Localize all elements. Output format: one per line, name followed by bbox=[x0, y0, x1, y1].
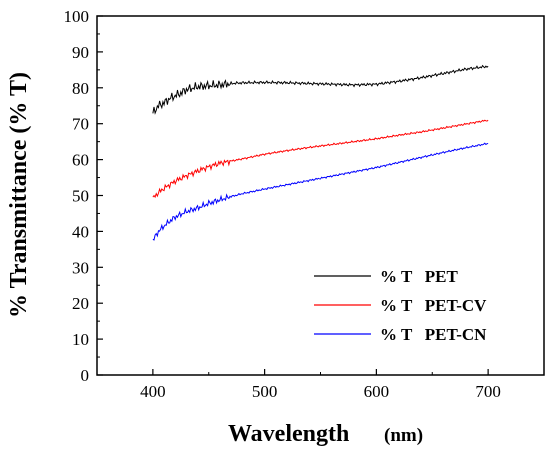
series-line-2 bbox=[152, 142, 489, 241]
y-tick-label-4: 40 bbox=[72, 222, 89, 241]
x-axis-ticks: 400 500 600 700 bbox=[96, 369, 545, 401]
x-axis-unit: (nm) bbox=[384, 425, 423, 446]
y-tick-label-6: 60 bbox=[72, 151, 89, 170]
x-tick-label-1: 500 bbox=[252, 382, 278, 401]
legend-label-0: % T PET bbox=[380, 267, 458, 286]
series-line-1 bbox=[152, 119, 489, 199]
y-tick-label-10: 100 bbox=[64, 7, 90, 26]
y-tick-label-5: 50 bbox=[72, 187, 89, 206]
y-tick-label-1: 10 bbox=[72, 330, 89, 349]
y-axis-ticks: 0 10 20 30 40 50 60 70 80 90 100 bbox=[64, 7, 103, 385]
y-tick-label-0: 0 bbox=[81, 366, 90, 385]
x-axis-title: Wavelength bbox=[228, 421, 349, 447]
y-axis-title: % Transmittance (% T) bbox=[6, 72, 32, 318]
y-tick-label-9: 90 bbox=[72, 43, 89, 62]
legend-label-2: % T PET-CN bbox=[380, 325, 487, 344]
y-tick-label-2: 20 bbox=[72, 294, 89, 313]
y-tick-label-7: 70 bbox=[72, 115, 89, 134]
legend: % T PET % T PET-CV % T PET-CN bbox=[314, 267, 487, 344]
series-layer bbox=[152, 64, 489, 241]
y-tick-label-3: 30 bbox=[72, 258, 89, 277]
x-tick-label-0: 400 bbox=[140, 382, 166, 401]
y-tick-label-8: 80 bbox=[72, 79, 89, 98]
x-tick-label-2: 600 bbox=[364, 382, 390, 401]
plot-frame bbox=[96, 15, 545, 376]
x-tick-label-3: 700 bbox=[475, 382, 501, 401]
legend-label-1: % T PET-CV bbox=[380, 296, 487, 315]
series-line-0 bbox=[152, 64, 489, 115]
